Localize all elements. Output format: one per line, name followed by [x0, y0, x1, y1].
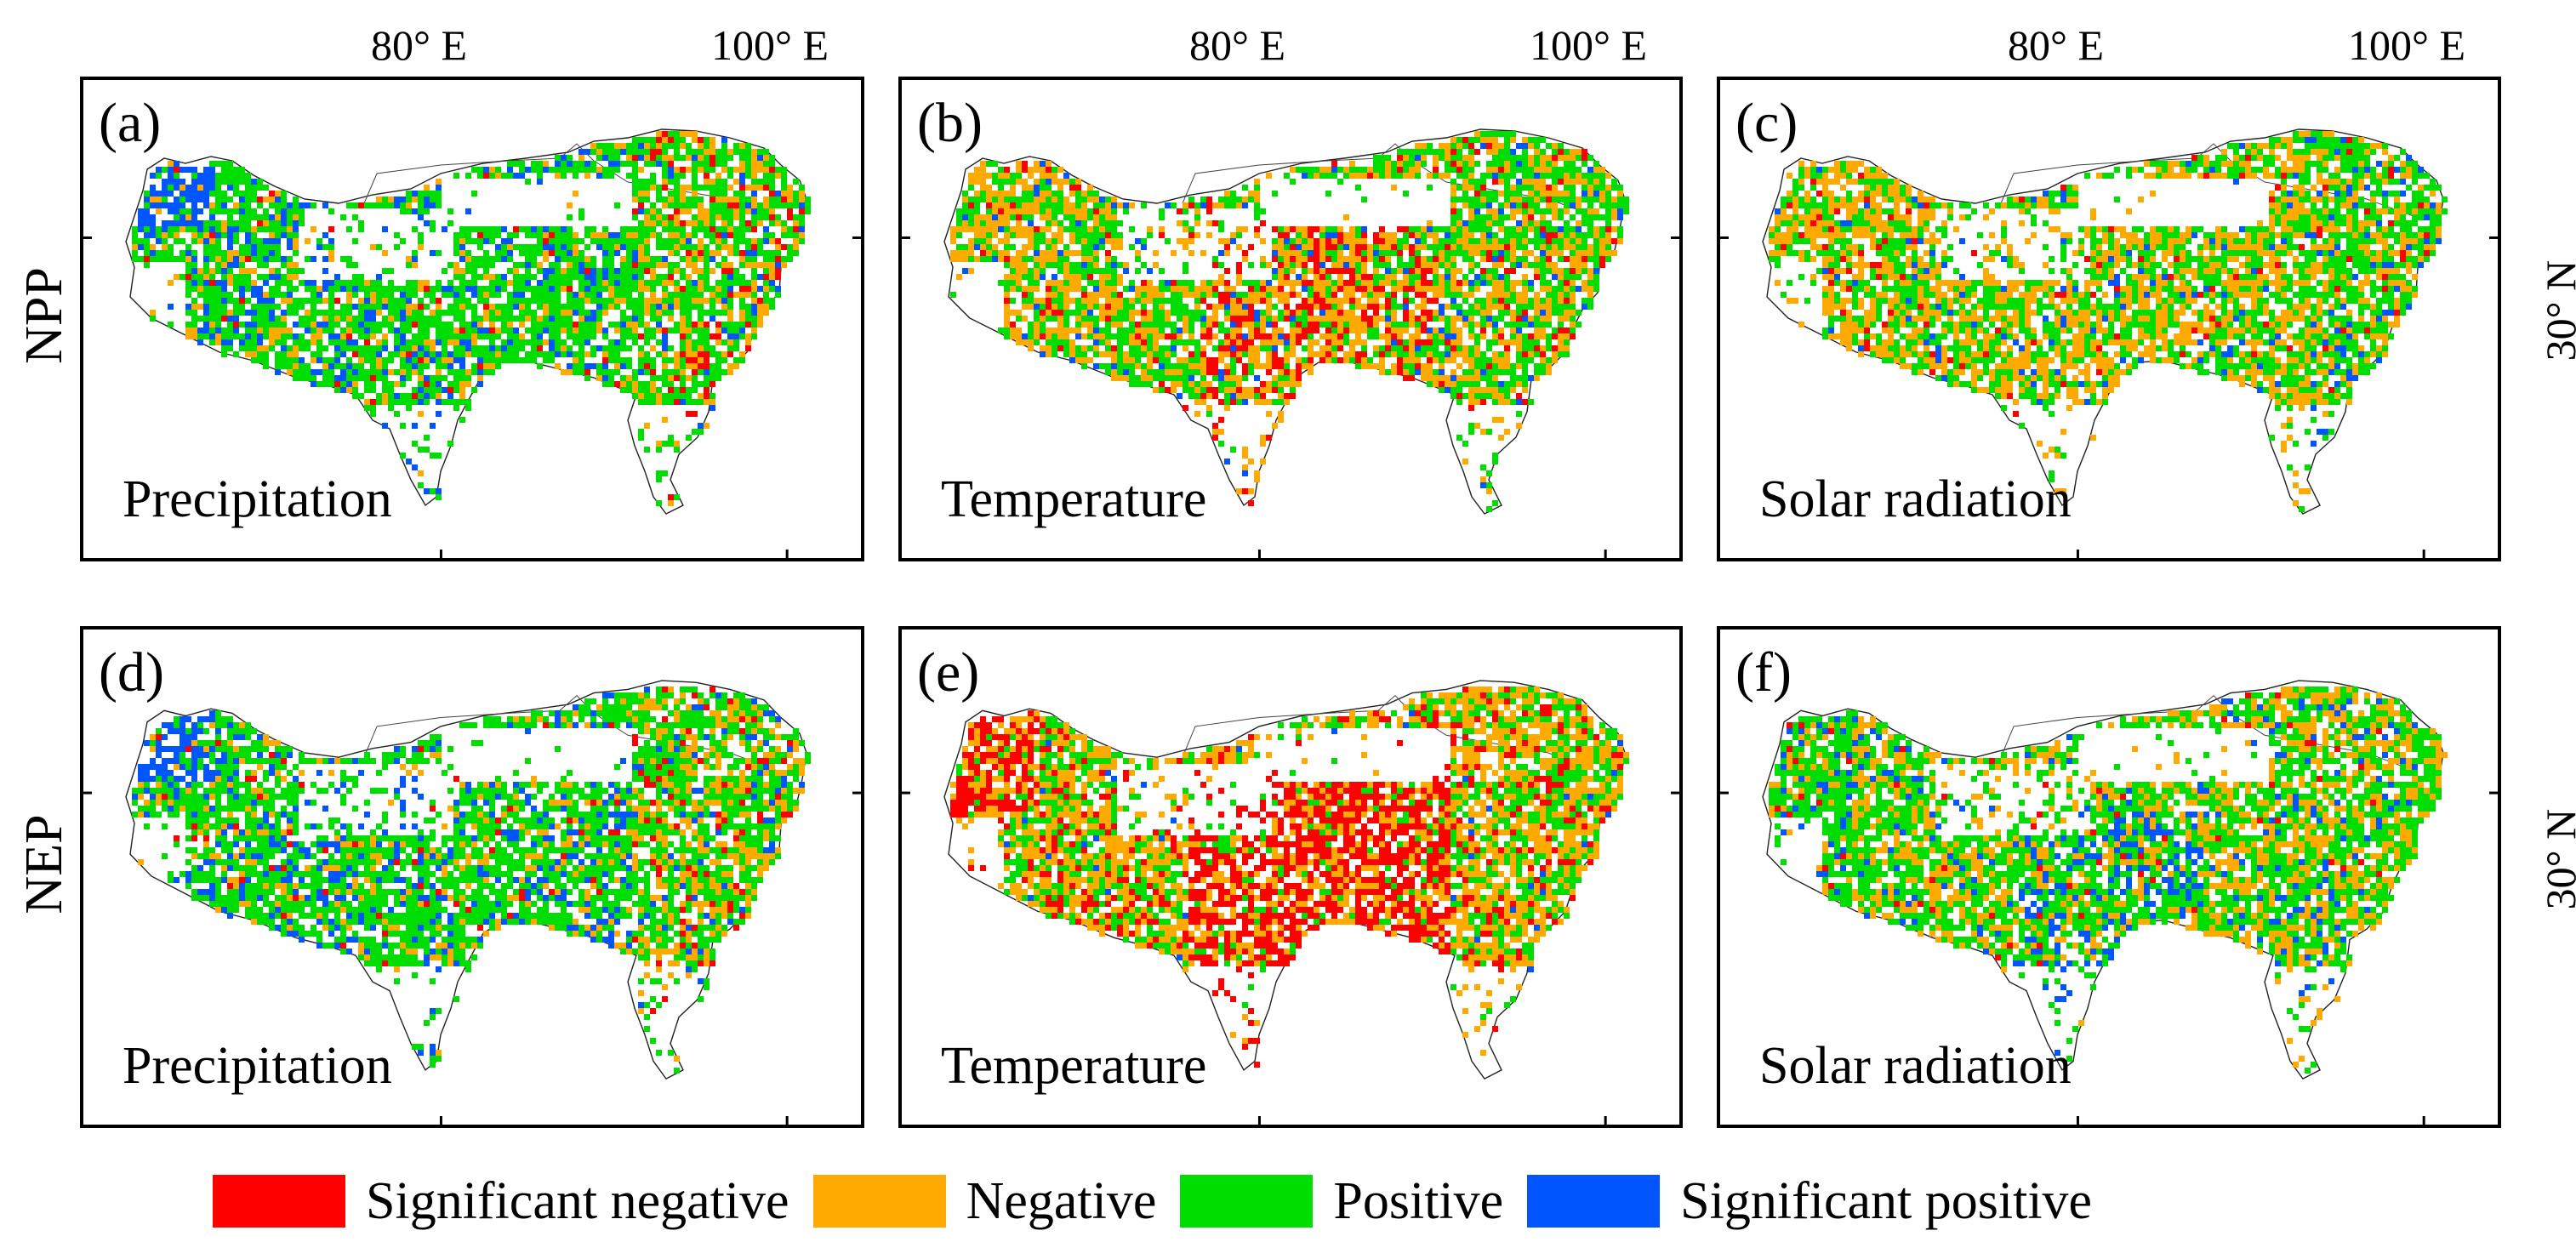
legend: Significant negative Negative Positive S…: [213, 1167, 2116, 1235]
panel-variable-label: Solar radiation: [1759, 470, 2072, 528]
map-panel-f: [1720, 680, 2498, 1125]
lon-label-80e-col1: 80° E: [371, 21, 468, 69]
row-label-nep: NEP: [15, 814, 73, 914]
panel-letter: (e): [917, 641, 980, 704]
map-panel-c: [1720, 128, 2498, 558]
lon-label-80e-col3: 80° E: [2008, 21, 2105, 69]
legend-item-significant-negative: Significant negative: [213, 1175, 789, 1228]
legend-swatch: [213, 1175, 345, 1228]
lat-label-30n-row1: 30° N: [2537, 260, 2576, 362]
panel-a: (a) Precipitation: [80, 77, 864, 561]
panel-f: (f) Solar radiation: [1717, 626, 2501, 1128]
panel-variable-label: Temperature: [941, 1037, 1207, 1095]
lon-label-80e-col2: 80° E: [1189, 21, 1286, 69]
panel-d: (d) Precipitation: [80, 626, 864, 1128]
legend-swatch: [812, 1175, 946, 1228]
map-panel-a: [83, 128, 861, 558]
lon-label-100e-col2: 100° E: [1530, 21, 1648, 69]
legend-label: Significant positive: [1680, 1172, 2093, 1230]
panel-letter: (a): [99, 92, 162, 154]
panel-e: (e) Temperature: [898, 626, 1683, 1128]
lon-label-100e-col3: 100° E: [2348, 21, 2466, 69]
panel-letter: (f): [1735, 641, 1792, 704]
legend-label: Significant negative: [366, 1172, 789, 1230]
map-panel-e: [902, 680, 1679, 1125]
legend-label: Positive: [1333, 1172, 1504, 1230]
legend-swatch: [1180, 1175, 1314, 1228]
panel-letter: (d): [99, 641, 164, 704]
panel-letter: (b): [917, 92, 983, 154]
panel-b: (b) Temperature: [898, 77, 1683, 561]
panel-variable-label: Precipitation: [123, 1037, 392, 1095]
panel-c: (c) Solar radiation: [1717, 77, 2501, 561]
lon-label-100e-col1: 100° E: [711, 21, 829, 69]
panel-variable-label: Solar radiation: [1759, 1037, 2072, 1095]
legend-item-negative: Negative: [812, 1172, 1157, 1230]
legend-swatch: [1527, 1175, 1661, 1228]
row-label-npp: NPP: [15, 267, 73, 364]
map-panel-d: [83, 680, 861, 1125]
legend-item-positive: Positive: [1180, 1175, 1503, 1228]
panel-letter: (c): [1735, 92, 1798, 154]
legend-label: Negative: [966, 1172, 1157, 1230]
lat-label-30n-row2: 30° N: [2537, 809, 2576, 910]
panel-variable-label: Temperature: [941, 470, 1207, 528]
legend-item-significant-positive: Significant positive: [1527, 1175, 2092, 1228]
map-panel-b: [902, 128, 1679, 558]
panel-variable-label: Precipitation: [123, 470, 392, 528]
